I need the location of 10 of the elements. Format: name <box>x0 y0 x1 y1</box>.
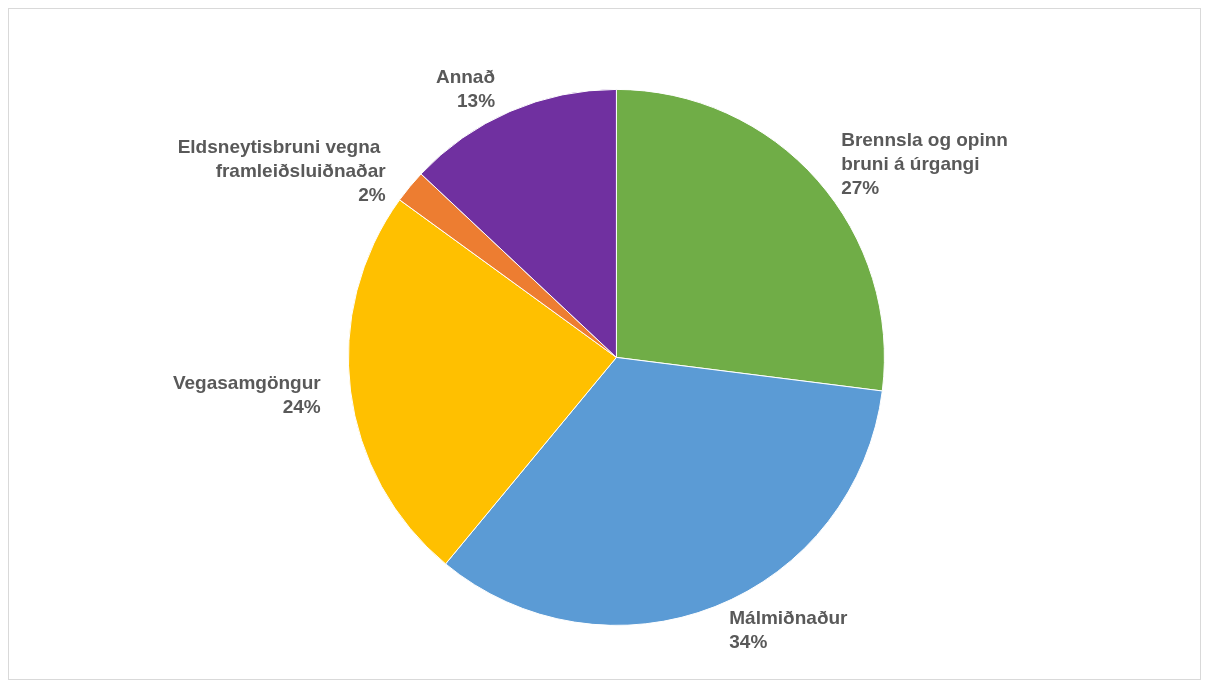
slice-label: Málmiðnaður <box>729 607 849 629</box>
slice-label: Brennsla og opinn bruni á úrgangi <box>841 129 1014 175</box>
data-label: 34% <box>729 631 768 653</box>
slice-label: Eldsneytisbruni vegna framleiðsluiðnaðar <box>177 136 387 182</box>
data-label: 24% <box>282 395 321 417</box>
slice-label: Annað <box>435 66 496 87</box>
data-label: 2% <box>358 184 386 206</box>
data-label: 13% <box>457 90 496 111</box>
slice-label: Vegasamgöngur <box>172 371 322 393</box>
data-label: 27% <box>841 177 880 199</box>
